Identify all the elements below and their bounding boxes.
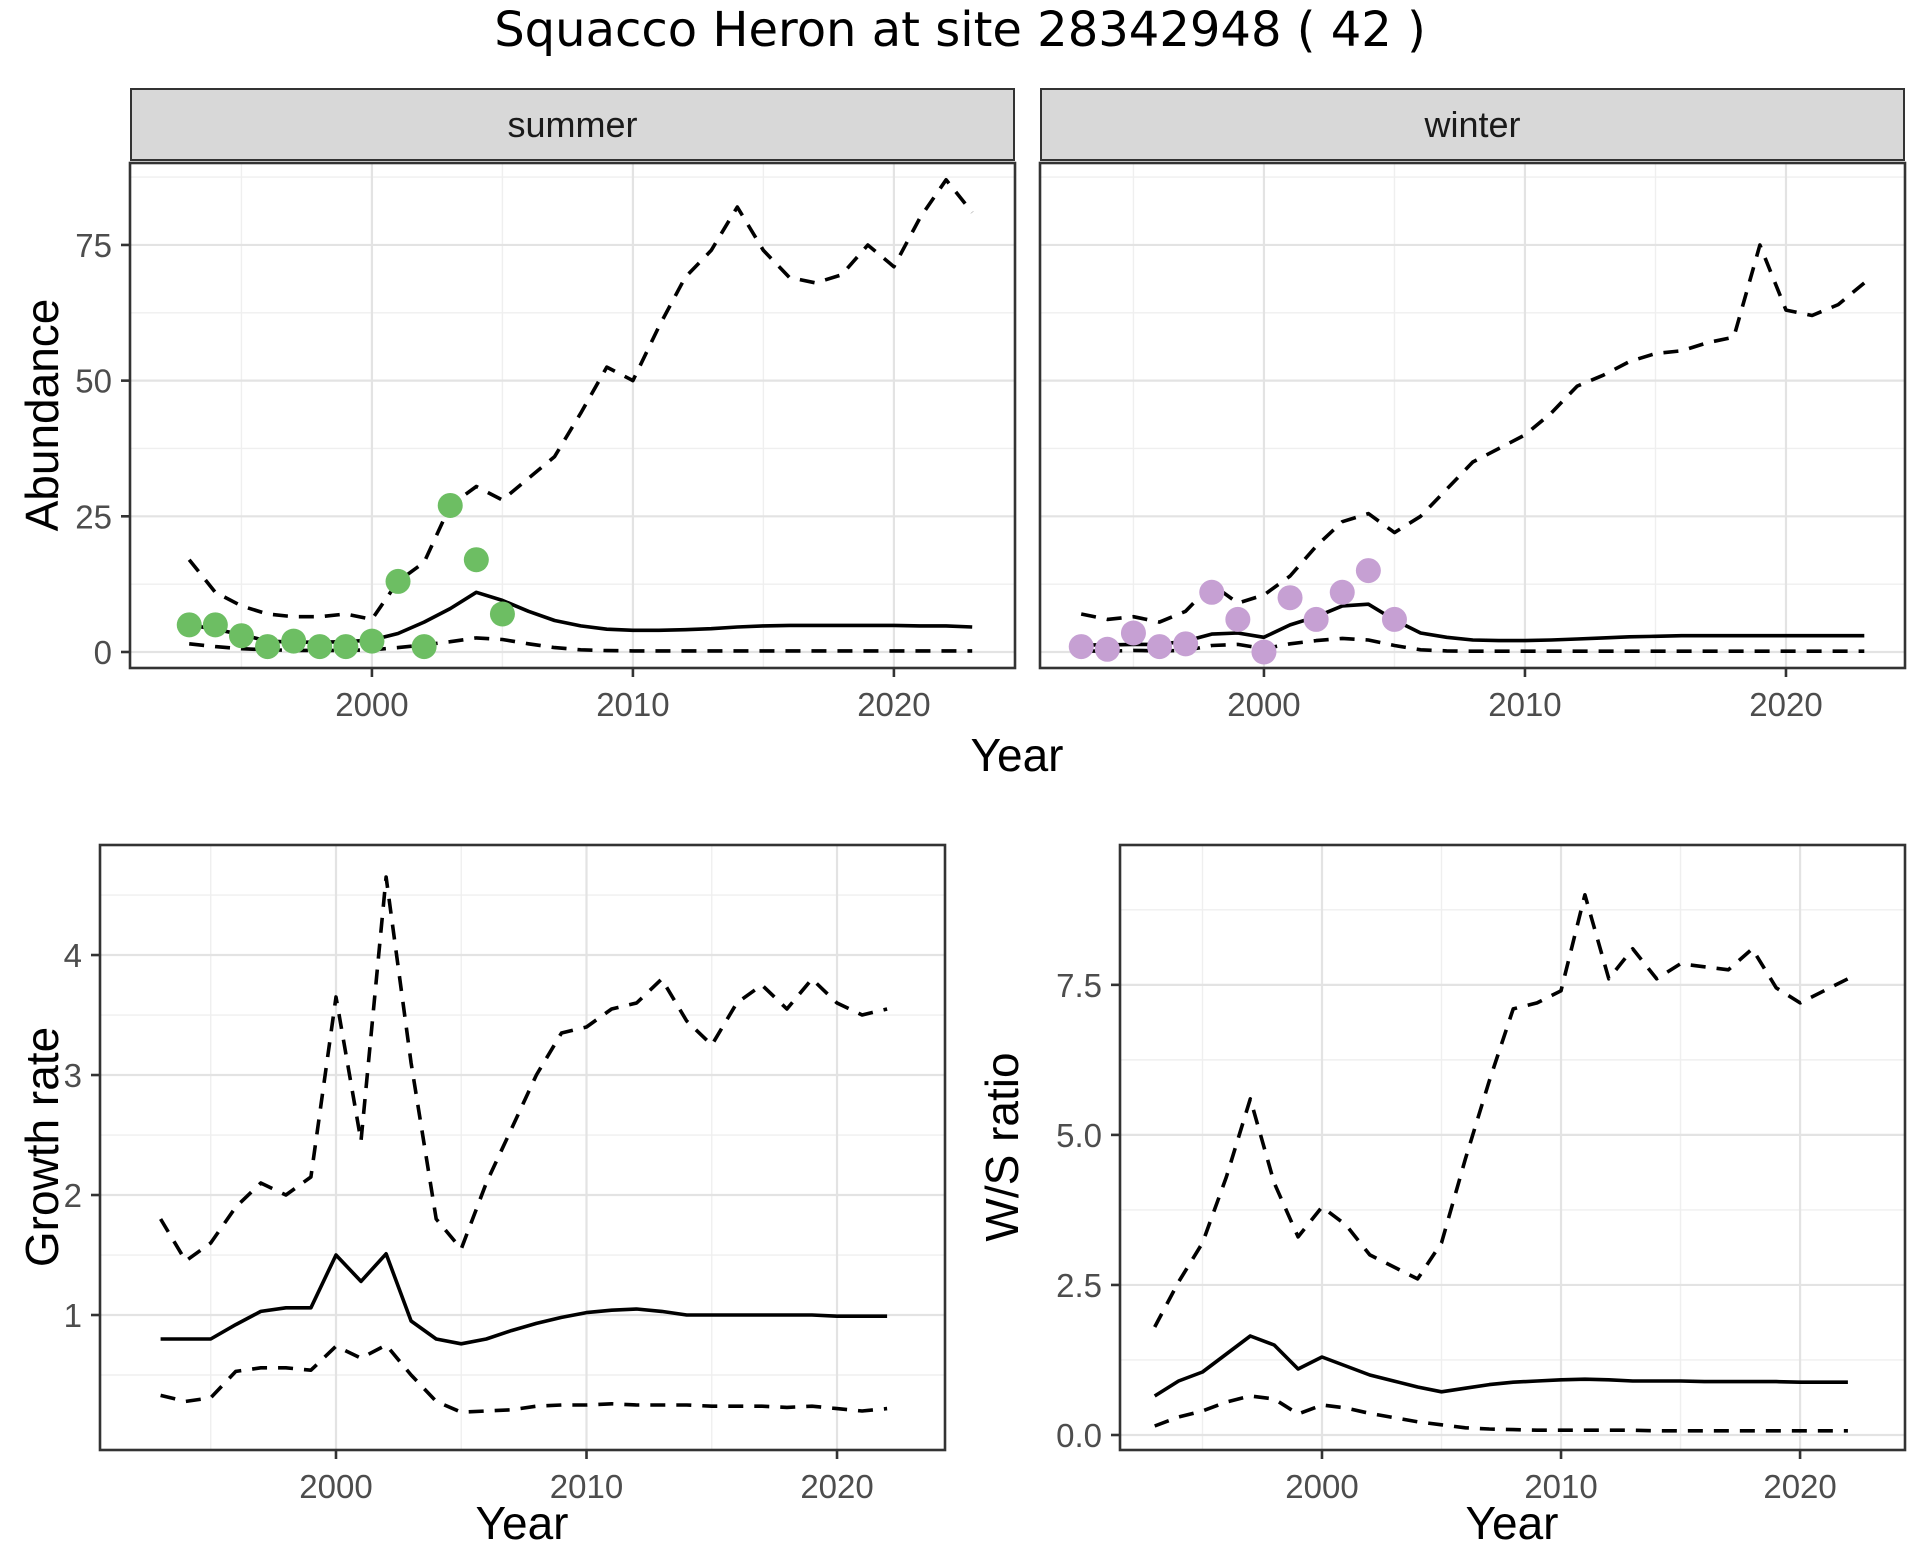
growth_rate-y-tick-label: 1: [64, 1297, 82, 1334]
abundance_summer-observation-point: [463, 547, 489, 573]
growth_rate-panel-background: [100, 845, 945, 1450]
abundance_summer-y-tick-label: 25: [75, 498, 112, 535]
abundance_summer-panel-background: [130, 163, 1015, 668]
abundance_winter-x-tick-label: 2020: [1749, 686, 1822, 723]
growth_rate-x-tick-label: 2000: [299, 1468, 372, 1505]
abundance_winter-observation-point: [1277, 585, 1303, 611]
abundance_winter-observation-point: [1199, 579, 1225, 605]
abundance_summer-observation-point: [411, 634, 437, 660]
facet-strip-label-winter: winter: [1424, 103, 1521, 145]
abundance_summer-panel-border: [128, 161, 1017, 670]
facet-strip-winter: winter: [1040, 88, 1905, 161]
abundance_winter-observation-point: [1225, 606, 1251, 632]
abundance_winter-panel-border: [1038, 161, 1907, 670]
abundance_winter-x-tick-label: 2000: [1227, 686, 1300, 723]
growth_rate-y-tick-label: 4: [64, 937, 82, 974]
abundance_winter-observation-point: [1068, 634, 1094, 660]
y-axis-title-growth-rate: Growth rate: [16, 1026, 68, 1268]
abundance_summer-x-tick-label: 2010: [596, 686, 669, 723]
ws_ratio-y-tick-label: 0.0: [1056, 1417, 1102, 1454]
abundance_winter-upper_ci-line: [1080, 243, 1866, 624]
ws_ratio-panel-background: [1120, 845, 1905, 1450]
abundance_summer-upper_ci-line: [187, 178, 974, 622]
x-axis-title-year-ws: Year: [1465, 1497, 1559, 1549]
abundance_summer-observation-point: [359, 628, 385, 654]
growth_rate-median-line: [160, 1252, 888, 1346]
abundance_winter-observation-point: [1251, 639, 1277, 665]
abundance_winter-x-tick-label: 2010: [1488, 686, 1561, 723]
growth_rate-x-tick-label: 2020: [800, 1468, 873, 1505]
abundance_summer-observation-point: [333, 634, 359, 660]
y-axis-title-ws-ratio: W/S ratio: [976, 1052, 1028, 1242]
abundance_winter-lower_ci-line: [1081, 636, 1865, 653]
growth_rate-lower_ci-line: [160, 1343, 888, 1414]
abundance_summer-observation-point: [281, 628, 307, 654]
abundance_winter-observation-point: [1329, 579, 1355, 605]
abundance_winter-observation-point: [1303, 606, 1329, 632]
y-axis-title-abundance: Abundance: [16, 298, 68, 532]
ws_ratio-median-line: [1153, 1334, 1848, 1398]
abundance_winter-observation-point: [1173, 631, 1199, 657]
abundance_summer-observation-point: [255, 634, 281, 660]
abundance_summer-x-tick-label: 2020: [857, 686, 930, 723]
abundance_winter-panel-background: [1040, 163, 1905, 668]
chart-title: Squacco Heron at site 28342948 ( 42 ): [494, 2, 1426, 58]
ws_ratio-y-tick-label: 2.5: [1056, 1267, 1102, 1304]
abundance_summer-observation-point: [437, 492, 463, 518]
abundance_winter-observation-point: [1381, 606, 1407, 632]
abundance_summer-observation-point: [176, 612, 202, 638]
abundance_summer-y-tick-label: 50: [75, 363, 112, 400]
x-axis-title-year-growth: Year: [475, 1497, 569, 1549]
facet-strip-label-summer: summer: [507, 103, 638, 145]
abundance_summer-observation-point: [307, 634, 333, 660]
abundance_winter-observation-point: [1120, 620, 1146, 646]
ws_ratio-x-tick-label: 2010: [1524, 1468, 1597, 1505]
growth_rate-x-tick-label: 2010: [550, 1468, 623, 1505]
abundance_summer-observation-point: [228, 623, 254, 649]
abundance_summer-y-tick-label: 0: [94, 634, 112, 671]
ws_ratio-y-tick-label: 5.0: [1056, 1117, 1102, 1154]
abundance_winter-median-line: [1081, 602, 1865, 647]
growth_rate-y-tick-label: 3: [64, 1057, 82, 1094]
abundance_summer-x-tick-label: 2000: [335, 686, 408, 723]
abundance_summer-observation-point: [489, 601, 515, 627]
ws_ratio-y-tick-label: 7.5: [1056, 967, 1102, 1004]
abundance_summer-observation-point: [385, 568, 411, 594]
growth_rate-y-tick-label: 2: [64, 1177, 82, 1214]
x-axis-title-year-top: Year: [970, 729, 1064, 781]
abundance_winter-observation-point: [1147, 634, 1173, 660]
ws_ratio-upper_ci-line: [1153, 893, 1849, 1328]
ws_ratio-x-tick-label: 2020: [1763, 1468, 1836, 1505]
abundance_summer-y-tick-label: 75: [75, 227, 112, 264]
ws_ratio-panel-border: [1118, 843, 1907, 1452]
facet-strip-summer: summer: [130, 88, 1015, 161]
growth_rate-panel-border: [98, 843, 947, 1452]
abundance_summer-observation-point: [202, 612, 228, 638]
abundance_winter-observation-point: [1355, 558, 1381, 584]
growth_rate-upper_ci-line: [159, 875, 888, 1263]
abundance_winter-observation-point: [1094, 636, 1120, 662]
ws_ratio-x-tick-label: 2000: [1285, 1468, 1358, 1505]
